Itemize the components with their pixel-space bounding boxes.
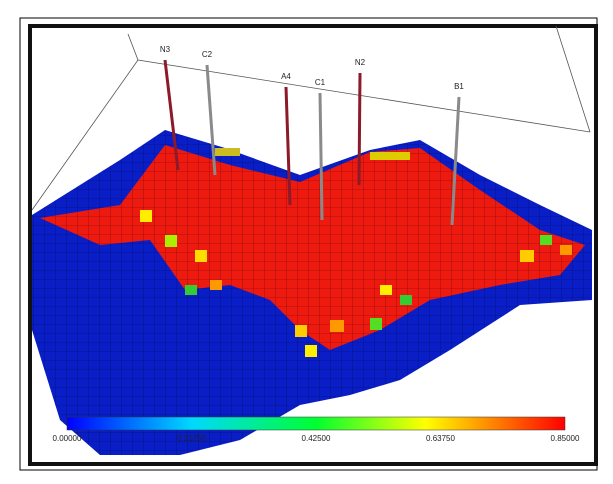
well-label: C2 (202, 50, 213, 59)
well-label: A4 (281, 72, 291, 81)
well-trajectory (357, 72, 362, 186)
well-trajectory (318, 92, 324, 221)
colorbar (66, 416, 566, 431)
colorbar-tick-label: 0.00000 (53, 434, 82, 443)
well-label: B1 (454, 82, 464, 91)
well-trajectory (163, 59, 180, 171)
well-trajectory (450, 96, 461, 226)
saturation-patches (140, 148, 572, 357)
colorbar-ticks: 0.00000 0.21250 0.42500 0.63750 0.85000 (53, 434, 580, 443)
colorbar-tick-label: 0.63750 (426, 434, 455, 443)
colorbar-tick-label: 0.42500 (302, 434, 331, 443)
wells: N3 C2 A4 C1 N2 B1 (160, 45, 464, 226)
well-label: C1 (315, 78, 326, 87)
bounding-box (31, 25, 591, 211)
colorbar-tick-label: 0.85000 (551, 434, 580, 443)
well-trajectory (284, 86, 292, 206)
well-trajectory (205, 64, 217, 176)
well-label: N3 (160, 45, 171, 54)
colorbar-tick-label: 0.21250 (177, 434, 206, 443)
well-label: N2 (355, 58, 366, 67)
